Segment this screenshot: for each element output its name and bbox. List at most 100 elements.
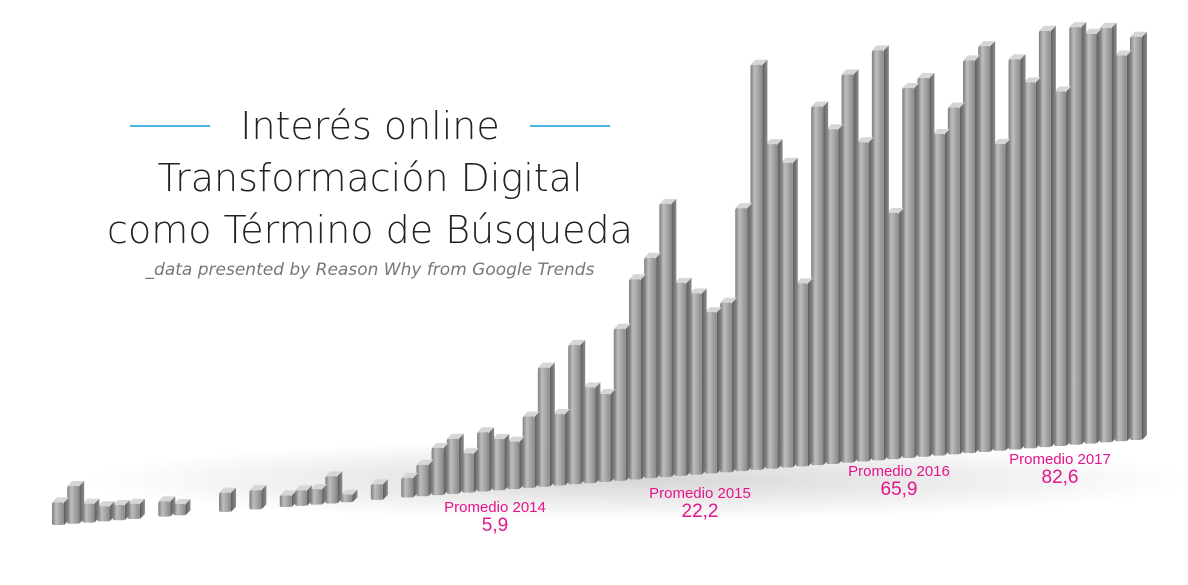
bar-front bbox=[993, 143, 1006, 451]
bar-top bbox=[750, 59, 768, 65]
annotation-2015: Promedio 2015 22,2 bbox=[635, 486, 765, 522]
bar bbox=[461, 448, 479, 493]
bar-front bbox=[416, 464, 429, 497]
bar bbox=[67, 480, 85, 524]
bar-top bbox=[1023, 77, 1041, 83]
bar bbox=[279, 490, 297, 508]
bar-top bbox=[325, 471, 343, 477]
annotation-value: 5,9 bbox=[481, 515, 509, 536]
bar-side bbox=[1035, 77, 1041, 449]
bar-top bbox=[1008, 54, 1026, 60]
bar-side bbox=[565, 408, 571, 486]
bar-front bbox=[431, 447, 444, 496]
bar bbox=[887, 207, 905, 460]
bar-top bbox=[811, 101, 829, 107]
bar-front bbox=[704, 312, 717, 474]
bar bbox=[219, 487, 237, 512]
bar-top bbox=[887, 207, 905, 213]
bar bbox=[553, 408, 571, 486]
annotation-label: Promedio 2014 bbox=[444, 499, 546, 516]
bar bbox=[340, 489, 358, 503]
bar-front bbox=[249, 490, 262, 510]
bar bbox=[173, 498, 191, 516]
bar bbox=[871, 45, 889, 461]
bar bbox=[416, 459, 434, 497]
bar-top bbox=[644, 252, 662, 258]
bar-front bbox=[370, 484, 383, 500]
bar-top bbox=[219, 487, 237, 493]
bar-top bbox=[735, 203, 753, 209]
bar-top bbox=[477, 427, 495, 433]
bar-side bbox=[640, 274, 646, 480]
bar-top bbox=[689, 288, 707, 294]
bar-top bbox=[583, 382, 601, 388]
bar-side bbox=[1096, 28, 1102, 444]
bar-side bbox=[231, 487, 237, 512]
bar-top bbox=[431, 442, 449, 448]
bar-front bbox=[795, 283, 808, 467]
bar bbox=[507, 436, 525, 490]
bar-top bbox=[1130, 31, 1147, 37]
bar-side bbox=[914, 82, 920, 458]
bar bbox=[97, 501, 115, 522]
annotation-value: 82,6 bbox=[1041, 467, 1079, 488]
bar bbox=[780, 157, 798, 468]
bar-front bbox=[887, 212, 900, 460]
bar-top bbox=[902, 82, 920, 88]
bar-side bbox=[974, 55, 980, 454]
bar-front bbox=[340, 494, 353, 503]
bar-front bbox=[841, 74, 854, 463]
bar-side bbox=[747, 203, 753, 472]
bar bbox=[628, 274, 646, 480]
bar-front bbox=[158, 501, 171, 517]
bar-front bbox=[1054, 91, 1067, 446]
bar-side bbox=[671, 198, 677, 478]
bar bbox=[720, 297, 738, 473]
bar bbox=[401, 472, 419, 498]
bar-front bbox=[871, 50, 884, 461]
bar bbox=[993, 138, 1011, 451]
bar bbox=[537, 362, 555, 487]
bar-front bbox=[613, 328, 626, 481]
bar-front bbox=[1038, 30, 1051, 448]
bar bbox=[1069, 22, 1087, 445]
bar-top bbox=[249, 485, 267, 491]
bar bbox=[1054, 86, 1072, 446]
bar-front bbox=[902, 87, 915, 458]
bar-front bbox=[826, 129, 839, 464]
bar-front bbox=[689, 293, 702, 475]
bar-side bbox=[990, 41, 996, 452]
bar-side bbox=[929, 72, 935, 457]
bar-front bbox=[173, 503, 186, 516]
title-rule-right bbox=[529, 125, 610, 127]
bar-side bbox=[656, 252, 662, 479]
bar-front bbox=[507, 441, 520, 490]
bar bbox=[52, 497, 69, 525]
bar-front bbox=[674, 282, 687, 476]
bar-top bbox=[598, 389, 616, 395]
bar-front bbox=[917, 77, 930, 457]
bar-side bbox=[610, 389, 616, 482]
bar-side bbox=[1126, 50, 1132, 442]
bar-side bbox=[580, 339, 586, 485]
bar-front bbox=[765, 144, 778, 469]
bar-front bbox=[401, 477, 414, 498]
bar bbox=[1114, 50, 1132, 442]
bar bbox=[568, 339, 586, 485]
bar-front bbox=[735, 208, 748, 472]
annotation-label: Promedio 2015 bbox=[649, 485, 751, 502]
bar-side bbox=[458, 433, 464, 494]
bar-top bbox=[97, 501, 115, 507]
bar-top bbox=[340, 489, 358, 495]
bar-top bbox=[127, 498, 145, 504]
bar-front bbox=[446, 438, 459, 494]
bar-top bbox=[628, 274, 646, 280]
bar-front bbox=[978, 46, 991, 452]
floor-shadow bbox=[80, 440, 1188, 520]
bar-top bbox=[537, 362, 555, 368]
bar-side bbox=[1066, 86, 1072, 446]
bar-side bbox=[382, 479, 388, 500]
bar-front bbox=[568, 344, 581, 485]
bar-front bbox=[127, 503, 140, 520]
bar-side bbox=[868, 137, 874, 462]
